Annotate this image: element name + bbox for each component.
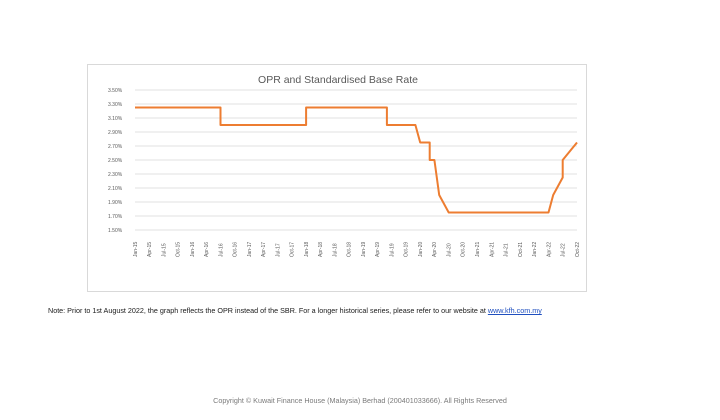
x-tick-label: Oct-16: [233, 242, 239, 257]
x-tick-label: Jan-22: [532, 241, 538, 257]
y-tick-label: 2.10%: [108, 186, 123, 192]
x-tick-label: Jul-18: [332, 243, 338, 257]
y-tick-label: 2.50%: [108, 158, 123, 164]
x-tick-label: Oct-15: [176, 242, 182, 257]
x-tick-label: Jan-17: [247, 241, 253, 257]
x-tick-label: Jan-16: [190, 241, 196, 257]
x-tick-label: Apr-18: [318, 242, 324, 257]
y-tick-label: 1.90%: [108, 200, 123, 206]
x-tick-label: Apr-20: [432, 242, 438, 257]
x-tick-label: Jul-16: [218, 243, 224, 257]
x-tick-label: Jul-21: [504, 243, 510, 257]
x-tick-label: Jul-22: [561, 243, 567, 257]
series-line: [135, 106, 578, 214]
x-tick-label: Apr-19: [375, 242, 381, 257]
x-tick-label: Jul-19: [389, 243, 395, 257]
x-tick-label: Apr-17: [261, 242, 267, 257]
chart-note: Note: Prior to 1st August 2022, the grap…: [48, 306, 708, 315]
x-tick-label: Apr-21: [489, 242, 495, 257]
x-tick-label: Jan-20: [418, 241, 424, 257]
x-tick-label: Oct-20: [461, 242, 467, 257]
line-chart: OPR and Standardised Base Rate 3.50% 3.30…: [108, 74, 581, 257]
y-tick-label: 3.10%: [108, 116, 123, 122]
x-tick-label: Jan-15: [133, 241, 139, 257]
x-tick-label: Oct-21: [518, 242, 524, 257]
website-link[interactable]: www.kfh.com.my: [487, 306, 542, 315]
x-tick-label: Jul-15: [161, 243, 167, 257]
chart-title: OPR and Standardised Base Rate: [258, 74, 418, 86]
y-tick-label: 2.90%: [108, 130, 123, 136]
x-tick-label: Oct-22: [575, 242, 581, 257]
x-tick-label: Oct-17: [290, 242, 296, 257]
x-tick-label: Apr-16: [204, 242, 210, 257]
x-tick-label: Jan-21: [475, 241, 481, 257]
chart-container: OPR and Standardised Base Rate 3.50% 3.30…: [87, 64, 587, 292]
x-tick-label: Jan-18: [304, 241, 310, 257]
y-tick-label: 1.70%: [108, 214, 123, 220]
x-tick-label: Apr-15: [147, 242, 153, 257]
x-tick-label: Jan-19: [361, 241, 367, 257]
y-tick-label: 3.50%: [108, 88, 123, 94]
x-tick-label: Oct-19: [404, 242, 410, 257]
y-tick-label: 3.30%: [108, 102, 123, 108]
y-tick-label: 1.50%: [108, 228, 123, 234]
note-text: Note: Prior to 1st August 2022, the grap…: [48, 306, 488, 315]
y-tick-label: 2.70%: [108, 144, 123, 150]
x-tick-label: Oct-18: [347, 242, 353, 257]
x-tick-label: Jul-20: [446, 243, 452, 257]
y-tick-label: 2.30%: [108, 172, 123, 178]
copyright-footer: Copyright © Kuwait Finance House (Malays…: [213, 396, 507, 405]
x-tick-label: Jul-17: [275, 243, 281, 257]
x-tick-label: Apr-22: [546, 242, 552, 257]
